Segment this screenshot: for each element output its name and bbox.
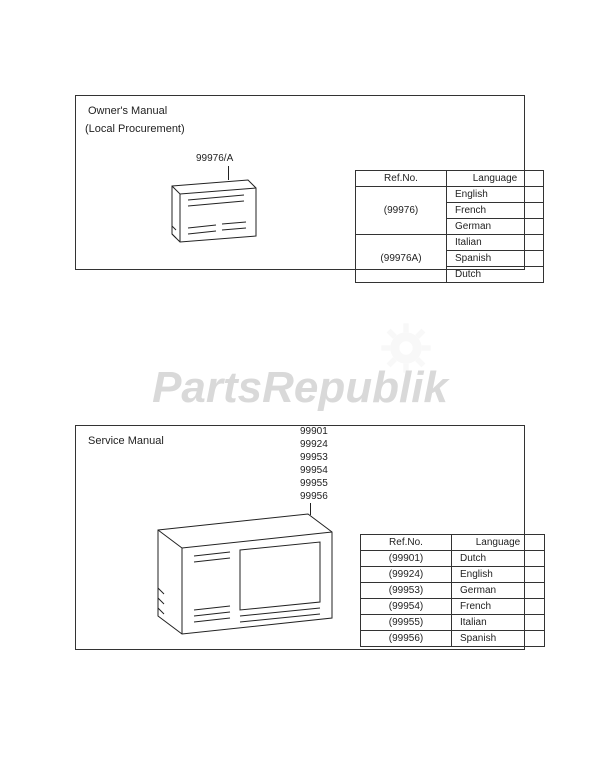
gear-icon xyxy=(378,320,434,376)
cell-lang: Dutch xyxy=(447,267,544,283)
cell-ref: (99901) xyxy=(361,551,452,567)
diagram-page: PartsRepublik Owner's Manual (Local Proc… xyxy=(0,0,600,775)
cell-ref: (99955) xyxy=(361,615,452,631)
cell-ref: (99976) xyxy=(356,187,447,235)
cell-ref: (99976A) xyxy=(356,235,447,283)
cell-lang: English xyxy=(447,187,544,203)
cell-lang: Italian xyxy=(452,615,545,631)
th-language: Language xyxy=(452,535,545,551)
th-refno: Ref.No. xyxy=(361,535,452,551)
owners-manual-table: Ref.No. Language (99976) English French … xyxy=(355,170,544,283)
cell-lang: French xyxy=(452,599,545,615)
cell-lang: German xyxy=(452,583,545,599)
callout-line: 99956 xyxy=(300,490,328,503)
th-language: Language xyxy=(447,171,544,187)
callout-line: 99954 xyxy=(300,464,328,477)
callout-line: 99955 xyxy=(300,477,328,490)
panel1-title: Owner's Manual xyxy=(88,105,167,117)
panel2-title: Service Manual xyxy=(88,435,164,447)
cell-lang: French xyxy=(447,203,544,219)
cell-lang: Spanish xyxy=(452,631,545,647)
service-manual-table: Ref.No. Language (99901)Dutch (99924)Eng… xyxy=(360,534,545,647)
owners-manual-book-icon xyxy=(166,178,262,248)
service-manual-book-icon xyxy=(150,510,340,636)
cell-lang: Dutch xyxy=(452,551,545,567)
th-refno: Ref.No. xyxy=(356,171,447,187)
callout-line: 99953 xyxy=(300,451,328,464)
cell-ref: (99953) xyxy=(361,583,452,599)
panel1-callout-label: 99976/A xyxy=(196,153,233,164)
cell-lang: English xyxy=(452,567,545,583)
cell-ref: (99924) xyxy=(361,567,452,583)
panel2-callout-list: 99901 99924 99953 99954 99955 99956 xyxy=(300,425,328,503)
cell-lang: Italian xyxy=(447,235,544,251)
cell-ref: (99956) xyxy=(361,631,452,647)
panel2-callout-tick xyxy=(310,503,311,515)
panel1-subtitle: (Local Procurement) xyxy=(85,123,185,135)
cell-lang: German xyxy=(447,219,544,235)
cell-ref: (99954) xyxy=(361,599,452,615)
callout-line: 99901 xyxy=(300,425,328,438)
callout-line: 99924 xyxy=(300,438,328,451)
panel1-callout-tick xyxy=(228,166,229,180)
cell-lang: Spanish xyxy=(447,251,544,267)
